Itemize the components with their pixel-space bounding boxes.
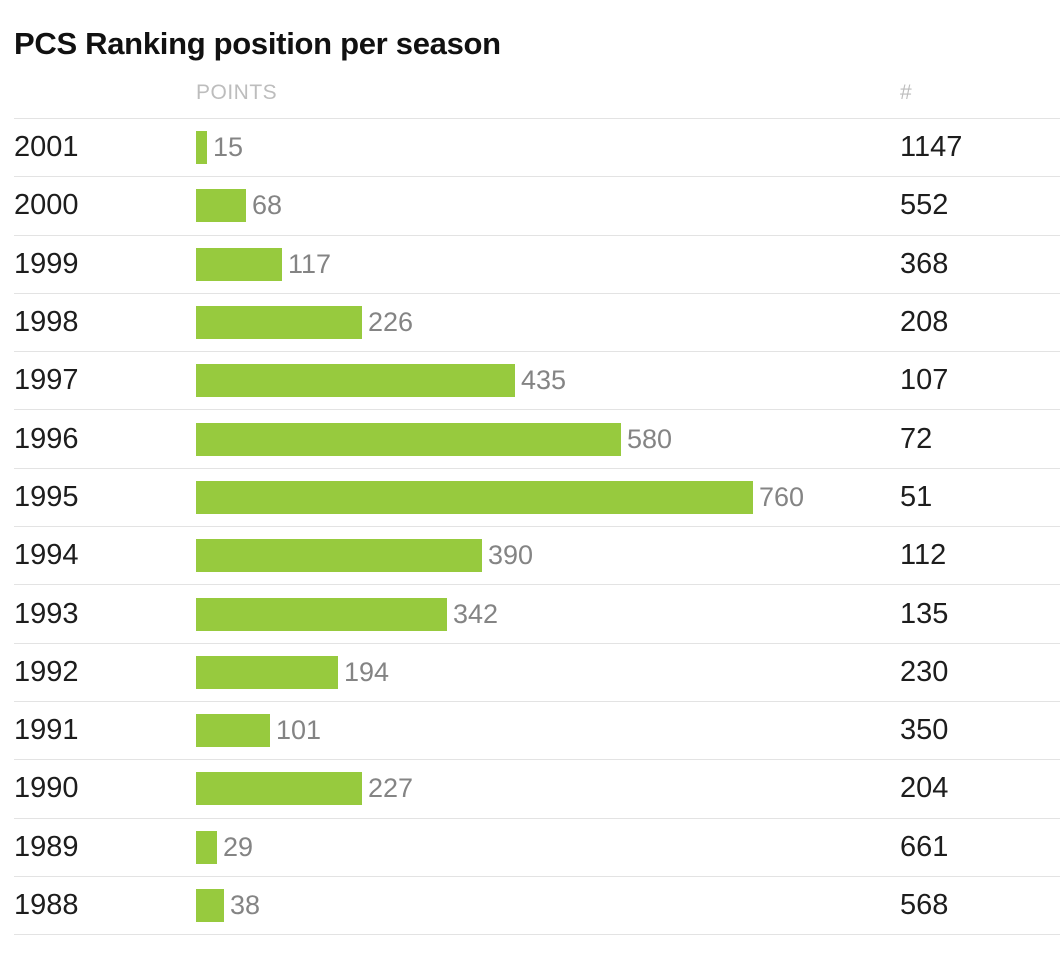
points-bar-cell: 435 [196, 352, 900, 409]
table-row: 2000 68 552 [14, 177, 1060, 236]
points-value-label: 227 [368, 773, 414, 804]
season-year-label: 1988 [14, 889, 79, 921]
points-bar-cell: 194 [196, 644, 900, 701]
points-bar [196, 714, 270, 748]
points-value-label: 194 [344, 656, 390, 687]
points-value-label: 435 [521, 365, 567, 396]
points-bar [196, 889, 224, 922]
rank-column-header: # [900, 81, 913, 104]
ranking-position-value: 568 [900, 889, 949, 921]
points-value-label: 101 [276, 715, 322, 746]
ranking-position-value: 204 [900, 772, 949, 805]
season-year-label: 1994 [14, 539, 79, 572]
points-value-label: 38 [230, 890, 261, 920]
points-bar-cell: 580 [196, 410, 900, 467]
table-row: 1996 580 72 [14, 410, 1060, 469]
points-bar-cell: 15 [196, 119, 900, 176]
points-bar-cell: 342 [196, 585, 900, 642]
points-bar [196, 422, 621, 456]
points-bar [196, 364, 515, 398]
points-value-label: 760 [759, 481, 805, 512]
page-title: PCS Ranking position per season [14, 26, 501, 61]
points-value-label: 117 [288, 248, 332, 279]
season-year-label: 1989 [14, 830, 79, 863]
ranking-position-value: 112 [900, 539, 947, 572]
points-bar-cell: 760 [196, 469, 900, 526]
table-row: 1989 29 661 [14, 819, 1060, 877]
table-row: 1998 226 208 [14, 294, 1060, 353]
table-row: 1999 117 368 [14, 236, 1060, 294]
table-row: 1993 342 135 [14, 585, 1060, 644]
season-year-label: 1990 [14, 772, 79, 805]
points-value-label: 68 [252, 190, 283, 221]
ranking-position-value: 1147 [900, 131, 963, 164]
ranking-position-value: 51 [900, 480, 933, 513]
points-column-header: POINTS [196, 81, 278, 104]
table-row: 1992 194 230 [14, 644, 1060, 702]
table-row: 1988 38 568 [14, 877, 1060, 936]
ranking-position-value: 552 [900, 189, 949, 222]
table-row: 1990 227 204 [14, 760, 1060, 819]
table-header-row: POINTS # [14, 62, 1060, 119]
season-year-label: 1997 [14, 364, 79, 397]
season-ranking-table: POINTS # 2001 15 1147 2000 68 552 1999 1… [14, 62, 1060, 936]
points-bar [196, 189, 246, 223]
season-year-label: 1992 [14, 655, 79, 688]
points-bar-cell: 29 [196, 819, 900, 876]
season-year-label: 1999 [14, 247, 79, 280]
points-value-label: 29 [223, 831, 254, 862]
points-bar-cell: 117 [196, 236, 900, 293]
points-value-label: 15 [213, 132, 244, 163]
table-row: 1994 390 112 [14, 527, 1060, 586]
table-row: 2001 15 1147 [14, 119, 1060, 178]
ranking-position-value: 368 [900, 247, 949, 280]
points-value-label: 580 [627, 423, 673, 454]
season-year-label: 1995 [14, 480, 79, 513]
ranking-position-value: 107 [900, 364, 949, 397]
points-value-label: 342 [453, 598, 499, 629]
ranking-position-value: 230 [900, 655, 949, 688]
table-row: 1991 101 350 [14, 702, 1060, 761]
points-bar-cell: 38 [196, 877, 900, 934]
points-bar [196, 131, 207, 165]
points-bar [196, 830, 217, 864]
ranking-position-value: 208 [900, 306, 949, 339]
points-bar [196, 247, 282, 281]
ranking-position-value: 350 [900, 714, 949, 747]
points-bar-cell: 101 [196, 702, 900, 759]
season-year-label: 1991 [14, 714, 79, 747]
table-rows: 2001 15 1147 2000 68 552 1999 117 368 19… [14, 119, 1060, 936]
season-year-label: 2000 [14, 189, 79, 222]
points-value-label: 226 [368, 307, 414, 338]
season-year-label: 1993 [14, 597, 79, 630]
ranking-position-value: 135 [900, 597, 949, 630]
ranking-position-value: 72 [900, 422, 933, 455]
points-bar-cell: 390 [196, 527, 900, 584]
table-row: 1997 435 107 [14, 352, 1060, 411]
points-value-label: 390 [488, 540, 534, 571]
points-bar [196, 539, 482, 573]
points-bar [196, 597, 447, 631]
points-bar-cell: 227 [196, 760, 900, 817]
season-year-label: 1996 [14, 422, 79, 455]
points-bar-cell: 68 [196, 177, 900, 234]
ranking-position-value: 661 [900, 830, 949, 863]
points-bar-cell: 226 [196, 294, 900, 351]
table-row: 1995 760 51 [14, 469, 1060, 528]
season-year-label: 1998 [14, 306, 79, 339]
points-bar [196, 306, 362, 340]
points-bar [196, 655, 338, 689]
season-year-label: 2001 [14, 131, 79, 164]
points-bar [196, 480, 753, 514]
points-bar [196, 772, 362, 806]
